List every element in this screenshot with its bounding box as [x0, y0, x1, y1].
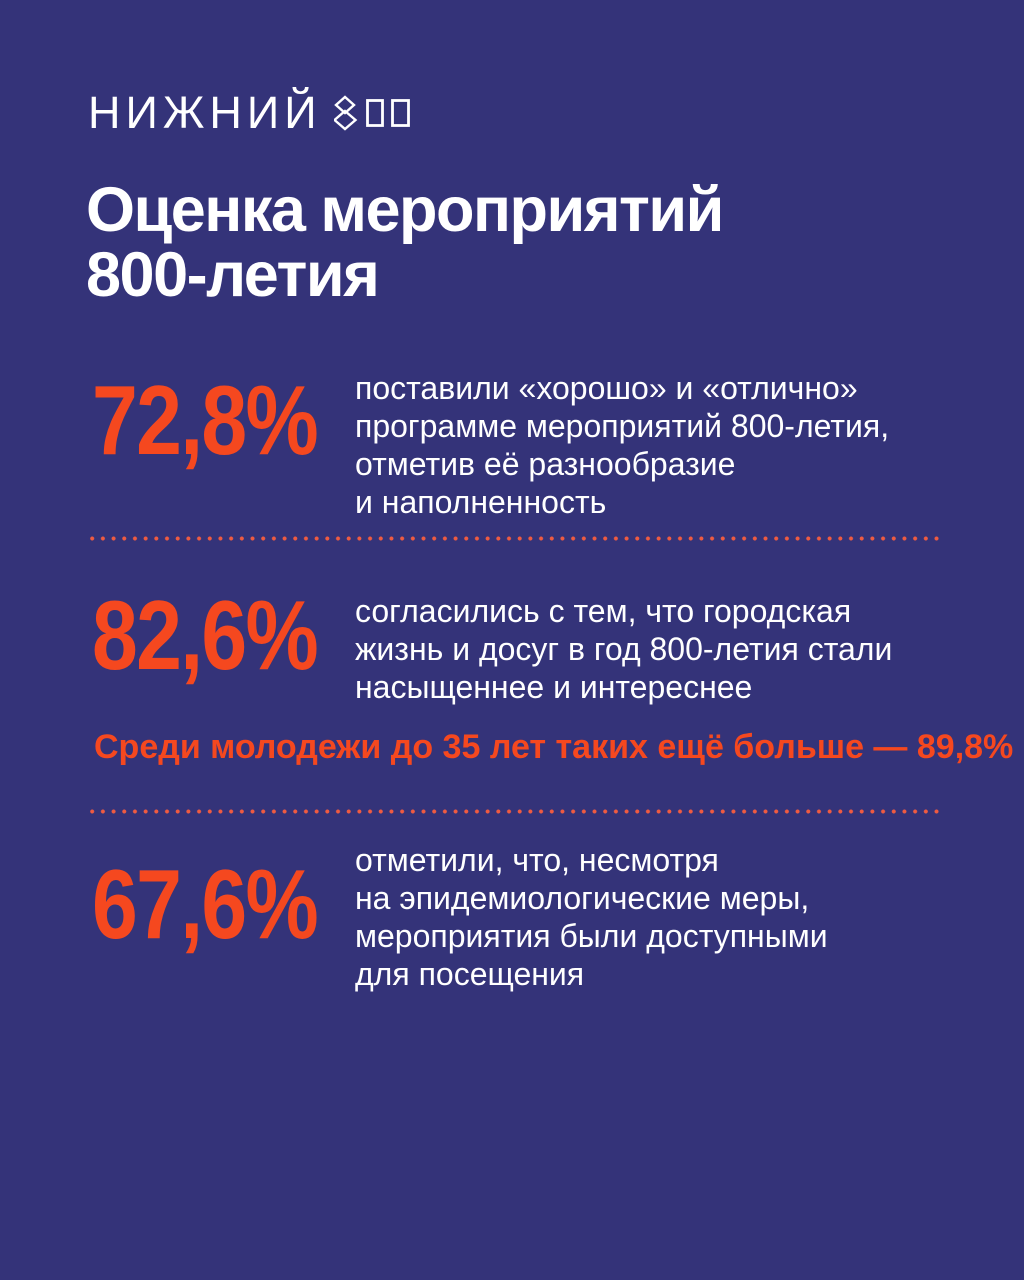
- stat-3-line-2: на эпидемиологические меры,: [355, 880, 810, 916]
- page-title: Оценка мероприятий 800-летия: [86, 175, 724, 310]
- stat-3-line-3: мероприятия были доступными: [355, 918, 828, 954]
- title-line-1: Оценка мероприятий: [86, 175, 724, 245]
- stat-description-1: поставили «хорошо» и «отлично» программе…: [355, 369, 889, 521]
- stat-2-line-3: насыщеннее и интереснее: [355, 669, 753, 705]
- stat-value-1: 72,8%: [92, 365, 319, 475]
- stat-1-line-3: отметив её разнообразие: [355, 446, 736, 482]
- stat-1-line-1: поставили «хорошо» и «отлично»: [355, 370, 858, 406]
- title-line-2: 800-летия: [86, 240, 380, 310]
- dotted-divider-2: [90, 809, 942, 814]
- stat-value-3: 67,6%: [92, 849, 319, 959]
- stat-1-line-4: и наполненность: [355, 484, 607, 520]
- logo: НИЖНИЙ 800: [88, 90, 412, 135]
- dotted-divider-1: [90, 536, 942, 541]
- stat-3-line-1: отметили, что, несмотря: [355, 842, 719, 878]
- stat-description-2: согласились с тем, что городская жизнь и…: [355, 592, 892, 706]
- stat-value-2: 82,6%: [92, 580, 319, 690]
- logo-800-icon: 800: [333, 94, 412, 131]
- logo-800-glyphs: [333, 94, 410, 131]
- stat-2-line-2: жизнь и досуг в год 800-летия стали: [355, 631, 893, 667]
- stat-3-line-4: для посещения: [355, 956, 585, 992]
- stat-description-3: отметили, что, несмотря на эпидемиологич…: [355, 841, 828, 993]
- stat-1-line-2: программе мероприятий 800-летия,: [355, 408, 890, 444]
- highlight-note: Среди молодежи до 35 лет таких ещё больш…: [94, 728, 1014, 766]
- stat-2-line-1: согласились с тем, что городская: [355, 593, 852, 629]
- logo-wordmark: НИЖНИЙ: [88, 87, 322, 138]
